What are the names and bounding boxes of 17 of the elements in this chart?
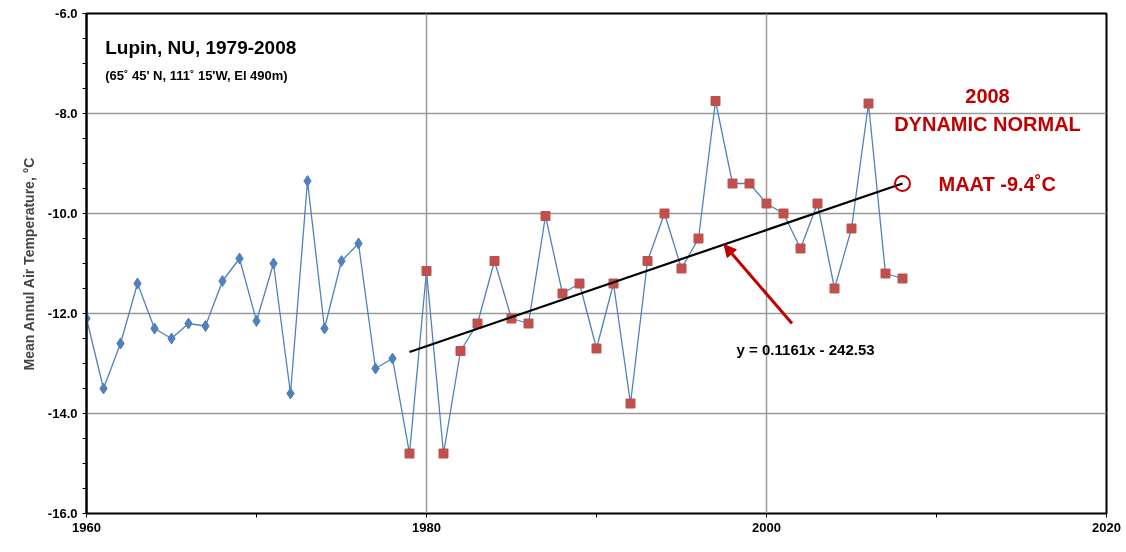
- y-tick-label: -16.0: [47, 506, 78, 521]
- x-tick-label: 2000: [752, 519, 781, 535]
- text: Lupin, NU, 1979-2008: [105, 37, 297, 58]
- y-tick-label: -12.0: [47, 306, 78, 321]
- x-tick-label: 2020: [1092, 519, 1121, 535]
- annotation: MAAT -9.4˚C: [938, 172, 1056, 195]
- y-tick-label: -8.0: [55, 106, 78, 121]
- annotation: 2008: [965, 85, 1010, 107]
- y-tick-label: -14.0: [47, 406, 78, 421]
- y-tick-label: -6.0: [55, 6, 78, 21]
- x-tick-label: 1980: [412, 519, 441, 535]
- annotation: DYNAMIC NORMAL: [894, 112, 1081, 135]
- text: (65˚ 45' N, 111˚ 15'W, El 490m): [105, 68, 288, 83]
- y-axis-title: Mean Annul Air Temperature, °C: [20, 157, 37, 371]
- y-tick-label: -10.0: [47, 206, 78, 221]
- annotation: y = 0.1161x - 242.53: [736, 341, 875, 358]
- x-tick-label: 1960: [72, 519, 101, 535]
